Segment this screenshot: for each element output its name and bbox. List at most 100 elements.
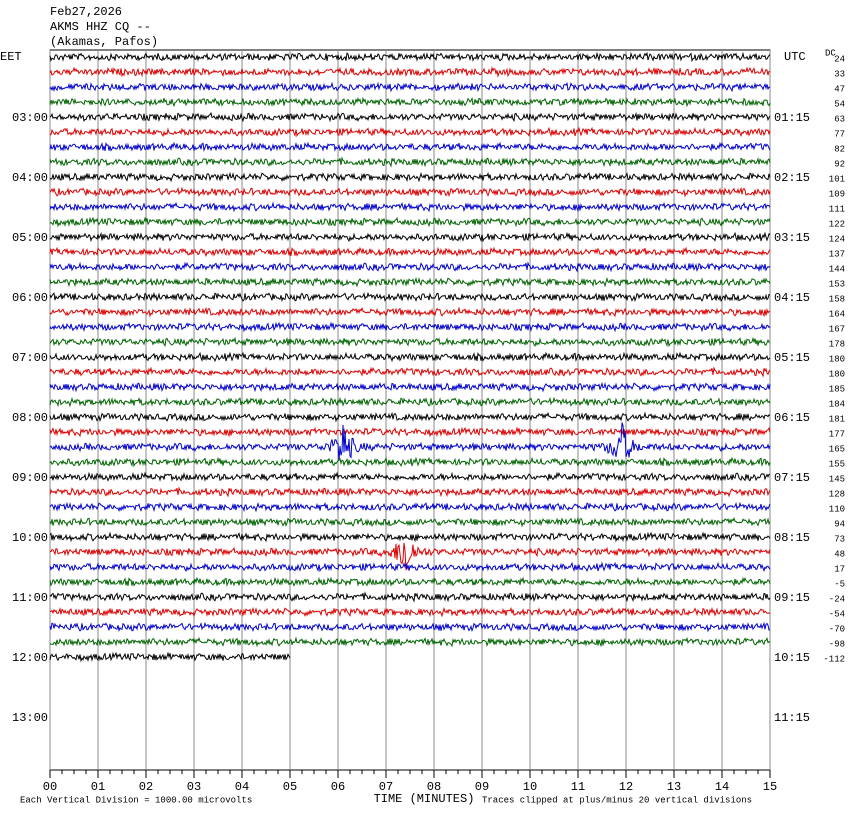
- dc-offset: 178: [829, 339, 845, 349]
- trace: [49, 291, 771, 303]
- row-label-right: 08:15: [774, 531, 810, 545]
- dc-offset: 24: [834, 54, 845, 64]
- row-label-right: 04:15: [774, 291, 810, 305]
- dc-offset: 101: [829, 174, 845, 184]
- left-zone: EET: [0, 50, 22, 64]
- trace: [49, 306, 770, 318]
- dc-offset: 155: [829, 459, 845, 469]
- row-label-left: 03:00: [12, 111, 48, 125]
- dc-offset: 124: [829, 234, 845, 244]
- trace: [49, 336, 771, 348]
- dc-offset: 128: [829, 489, 845, 499]
- dc-offset: 144: [829, 264, 845, 274]
- trace: [49, 111, 771, 123]
- dc-offset: -70: [829, 624, 845, 634]
- x-tick-label: 01: [91, 780, 105, 794]
- dc-offset: 63: [834, 114, 845, 124]
- header-line: AKMS HHZ CQ --: [50, 20, 151, 34]
- dc-offset: 167: [829, 324, 845, 334]
- dc-offset: 137: [829, 249, 845, 259]
- trace: [49, 542, 771, 571]
- trace: [49, 576, 771, 587]
- dc-offset: 33: [834, 69, 845, 79]
- trace: [49, 456, 771, 468]
- dc-offset: 181: [829, 414, 845, 424]
- row-label-right: 07:15: [774, 471, 810, 485]
- x-tick-label: 08: [427, 780, 441, 794]
- trace: [49, 216, 771, 228]
- row-label-left: 04:00: [12, 171, 48, 185]
- trace: [49, 171, 771, 183]
- dc-offset: 82: [834, 144, 845, 154]
- dc-offset: 145: [829, 474, 845, 484]
- x-tick-label: 03: [187, 780, 201, 794]
- x-tick-label: 04: [235, 780, 249, 794]
- dc-offset: -5: [834, 579, 845, 589]
- dc-offset: 110: [829, 504, 845, 514]
- trace: [49, 501, 771, 513]
- dc-offset: 77: [834, 129, 845, 139]
- right-zone: UTC: [784, 50, 806, 64]
- x-tick-label: 00: [43, 780, 57, 794]
- dc-offset: 47: [834, 84, 845, 94]
- dc-offset: -98: [829, 639, 845, 649]
- trace: [49, 66, 771, 78]
- trace: [49, 96, 771, 108]
- footer-right: Traces clipped at plus/minus 20 vertical…: [482, 795, 752, 805]
- x-tick-label: 02: [139, 780, 153, 794]
- dc-offset: 185: [829, 384, 845, 394]
- x-tick-label: 05: [283, 780, 297, 794]
- dc-offset: 164: [829, 309, 845, 319]
- trace: [49, 651, 291, 663]
- trace: [49, 561, 771, 573]
- row-label-left: 07:00: [12, 351, 48, 365]
- trace: [49, 426, 771, 438]
- dc-offset: 165: [829, 444, 845, 454]
- row-label-left: 13:00: [12, 711, 48, 725]
- trace: [49, 591, 771, 603]
- footer-left: Each Vertical Division = 1000.00 microvo…: [20, 795, 252, 805]
- dc-offset: -54: [829, 609, 845, 619]
- row-label-right: 05:15: [774, 351, 810, 365]
- row-label-right: 11:15: [774, 711, 810, 725]
- trace: [49, 231, 771, 243]
- trace: [49, 246, 771, 258]
- trace: [49, 51, 771, 63]
- row-label-left: 11:00: [12, 591, 48, 605]
- trace: [49, 471, 771, 482]
- trace: [49, 486, 771, 498]
- dc-offset: 111: [829, 204, 845, 214]
- row-label-left: 10:00: [12, 531, 48, 545]
- trace: [49, 621, 771, 633]
- row-label-left: 06:00: [12, 291, 48, 305]
- dc-offset: -24: [829, 594, 845, 604]
- trace: [49, 411, 771, 423]
- x-tick-label: 14: [715, 780, 729, 794]
- row-label-right: 10:15: [774, 651, 810, 665]
- trace: [49, 606, 771, 618]
- row-label-right: 01:15: [774, 111, 810, 125]
- dc-offset: 54: [834, 99, 845, 109]
- trace: [49, 366, 771, 378]
- plot-frame: [49, 49, 771, 771]
- dc-offset: 48: [834, 549, 845, 559]
- x-tick-label: 06: [331, 780, 345, 794]
- header-line: Feb27,2026: [50, 5, 122, 19]
- trace: [49, 531, 771, 543]
- row-label-right: 02:15: [774, 171, 810, 185]
- trace: [49, 201, 771, 213]
- trace: [49, 156, 771, 168]
- trace: [49, 636, 771, 648]
- row-label-right: 03:15: [774, 231, 810, 245]
- row-label-left: 12:00: [12, 651, 48, 665]
- trace: [49, 516, 771, 528]
- dc-offset: 177: [829, 429, 845, 439]
- row-label-left: 05:00: [12, 231, 48, 245]
- trace: [49, 126, 771, 138]
- x-axis-label: TIME (MINUTES): [374, 792, 475, 806]
- x-tick-label: 07: [379, 780, 393, 794]
- row-label-right: 09:15: [774, 591, 810, 605]
- trace: [49, 141, 771, 152]
- trace: [49, 261, 771, 273]
